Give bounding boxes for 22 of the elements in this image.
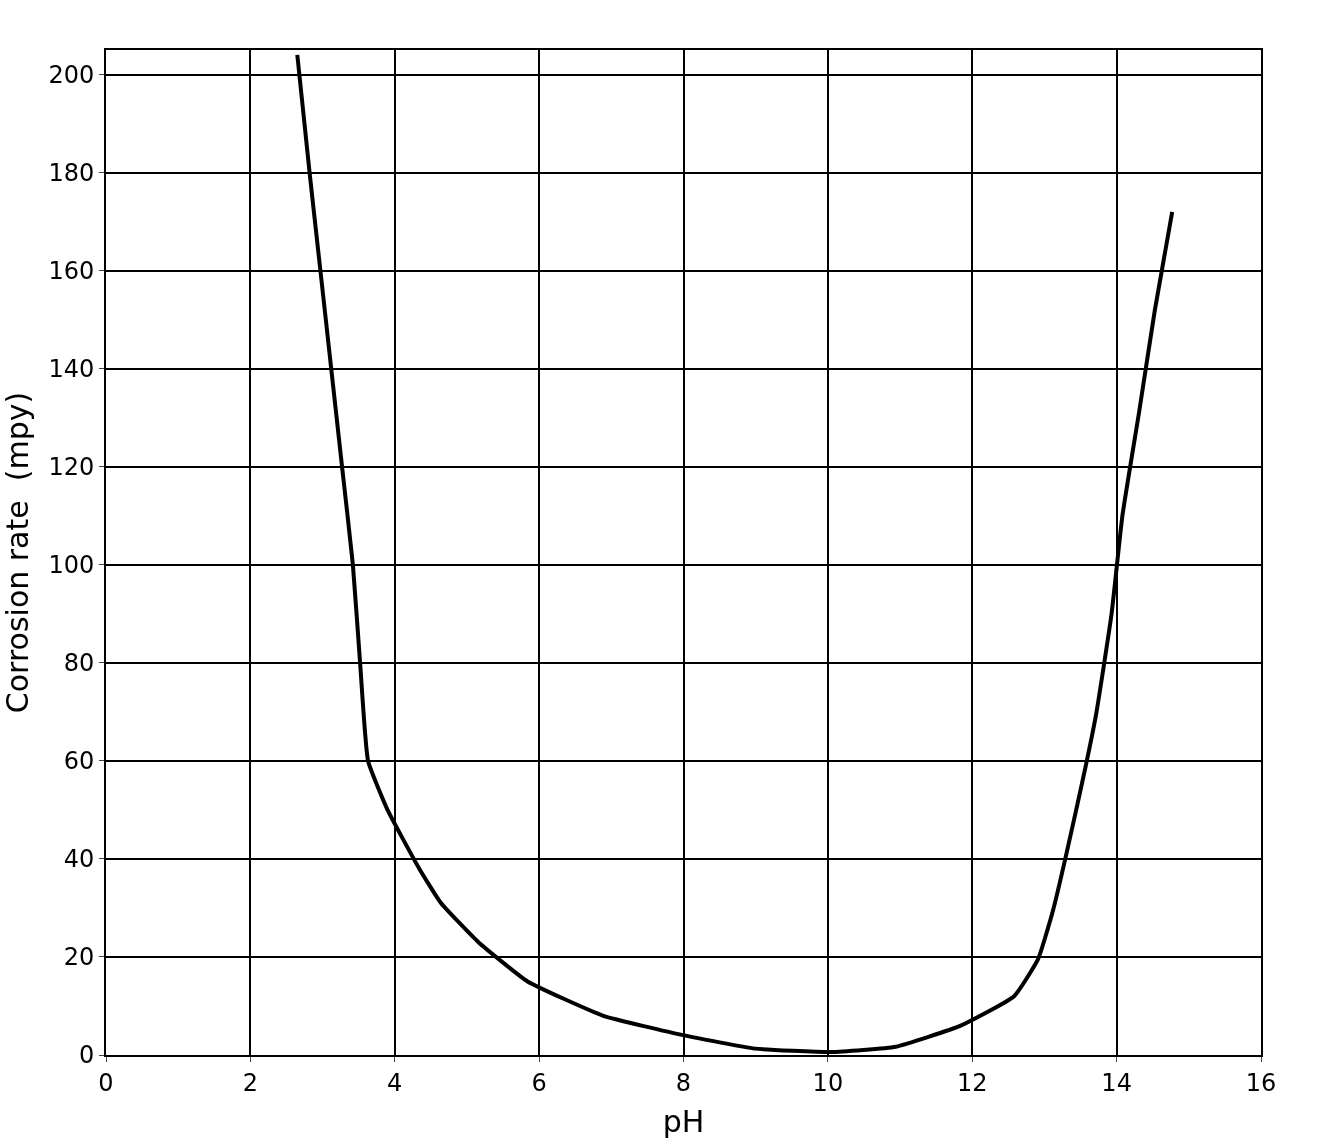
x-tick-label: 6 xyxy=(531,1068,547,1097)
y-tick-label: 40 xyxy=(63,845,95,874)
y-tick-label: 60 xyxy=(63,747,95,776)
x-tick-label: 8 xyxy=(675,1068,692,1097)
x-tick-label: 2 xyxy=(242,1068,259,1097)
y-tick-label: 80 xyxy=(63,649,95,678)
x-axis-title: pH xyxy=(662,1103,705,1139)
y-tick-label: 180 xyxy=(48,158,95,187)
x-tick-label: 16 xyxy=(1245,1068,1277,1097)
x-tick-label: 14 xyxy=(1101,1068,1132,1097)
y-tick-label: 0 xyxy=(78,1041,95,1070)
x-tick-label: 10 xyxy=(812,1068,844,1097)
y-axis-title: Corrosion rate (mpy) xyxy=(0,391,35,714)
x-tick-label: 12 xyxy=(956,1068,988,1097)
y-tick-label: 120 xyxy=(48,453,95,482)
x-tick-label: 0 xyxy=(98,1068,114,1097)
y-tick-label: 160 xyxy=(48,257,95,286)
y-tick-label: 100 xyxy=(48,551,95,580)
y-tick-label: 200 xyxy=(48,60,95,89)
x-tick-label: 4 xyxy=(387,1068,403,1097)
y-tick-label: 20 xyxy=(63,943,95,972)
y-tick-label: 140 xyxy=(48,355,95,384)
